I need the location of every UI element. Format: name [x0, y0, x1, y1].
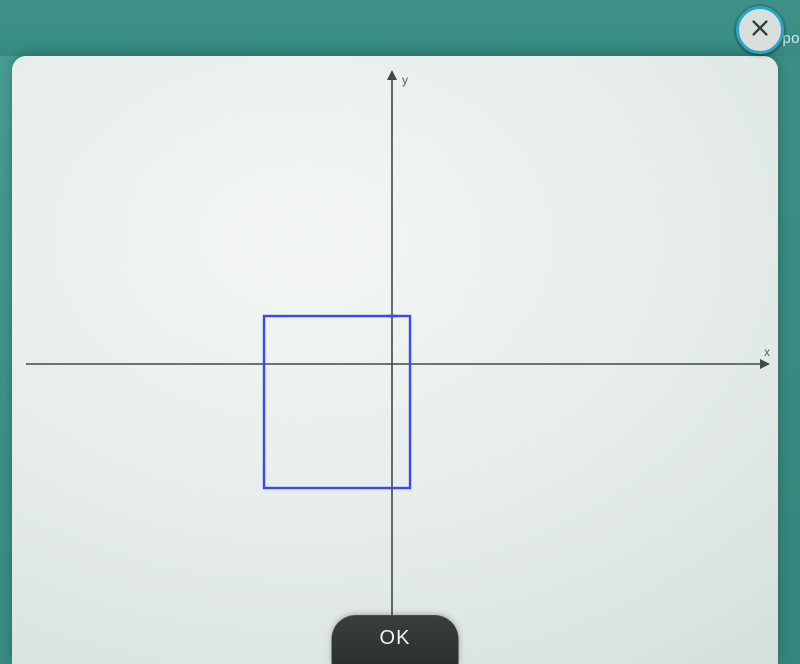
- cartesian-plot: x y: [12, 56, 778, 664]
- app-header-bar: [0, 0, 800, 56]
- close-button[interactable]: [736, 6, 784, 54]
- background-cropped-text: po: [782, 30, 800, 47]
- plotted-rectangle: [264, 316, 410, 488]
- ok-button[interactable]: OK: [332, 615, 459, 664]
- y-axis-label: y: [402, 73, 408, 87]
- y-axis-arrow: [387, 70, 397, 80]
- graph-modal: x y OK: [12, 56, 778, 664]
- x-axis-arrow: [760, 359, 770, 369]
- close-icon: [749, 17, 771, 44]
- x-axis-label: x: [764, 345, 770, 359]
